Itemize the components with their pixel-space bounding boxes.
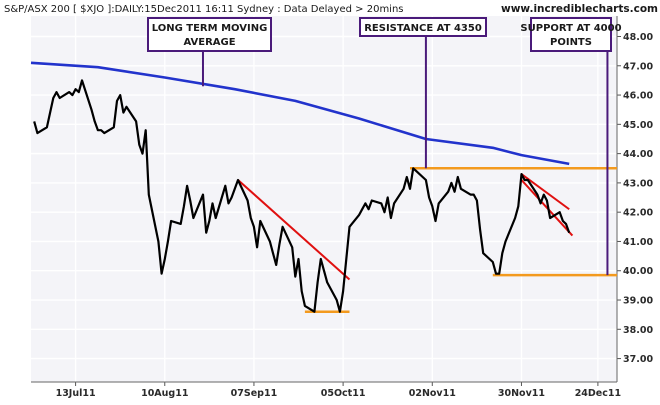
annotation-text: SUPPORT AT 4000 [520, 23, 621, 34]
y-tick-label: 40.00 [623, 266, 653, 277]
annotation-text: POINTS [550, 37, 592, 48]
y-tick-label: 45.00 [623, 120, 653, 131]
x-tick-label: 02Nov11 [409, 388, 456, 399]
y-tick-label: 41.00 [623, 237, 653, 248]
y-tick-label: 46.00 [623, 91, 653, 102]
trendline [520, 179, 574, 237]
x-tick-label: 24Dec11 [575, 388, 621, 399]
site-url: www.incrediblecharts.com [501, 3, 658, 15]
y-tick-label: 42.00 [623, 208, 653, 219]
x-tick-label: 13Jul11 [56, 388, 96, 399]
x-tick-label: 07Sep11 [231, 388, 278, 399]
y-tick-label: 48.00 [623, 32, 653, 43]
y-tick-label: 37.00 [623, 354, 653, 365]
price-line [33, 79, 571, 313]
plot-area: 37.00 38.00 39.00 40.00 41.00 42.00 43.00 44.00… [30, 16, 653, 399]
trendline [237, 179, 351, 281]
annotation-box [147, 17, 272, 52]
moving-average-line [30, 61, 570, 166]
x-tick-label: 10Aug11 [141, 388, 188, 399]
trendline [520, 173, 570, 211]
annotation-text: AVERAGE [183, 37, 235, 48]
y-tick-label: 38.00 [623, 325, 653, 336]
y-tick-label: 43.00 [623, 178, 653, 189]
y-tick-label: 44.00 [623, 149, 653, 160]
annotation-text: RESISTANCE AT 4350 [364, 23, 482, 34]
annotation-box [530, 17, 612, 52]
x-tick-label: 05Oct11 [321, 388, 366, 399]
x-tick-label: 30Nov11 [498, 388, 545, 399]
y-tick-label: 39.00 [623, 296, 653, 307]
y-tick-label: 47.00 [623, 61, 653, 72]
annotation-box [359, 17, 487, 37]
chart-header-title: S&P/ASX 200 [ $XJO ]:DAILY:15Dec2011 16:… [4, 4, 404, 15]
annotation-text: LONG TERM MOVING [152, 23, 268, 34]
